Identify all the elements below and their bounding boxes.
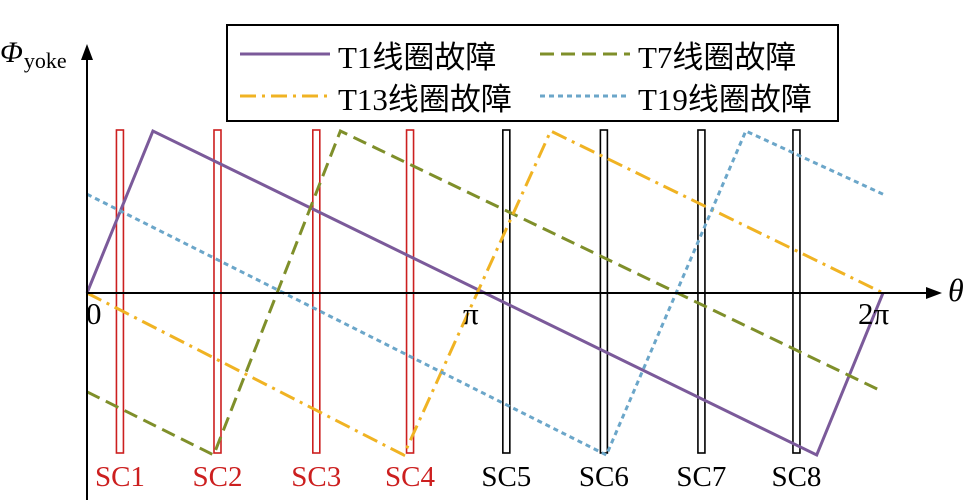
y-axis-label: Φyoke bbox=[0, 36, 67, 73]
sc-marker-sc5 bbox=[502, 129, 511, 454]
legend-label-t7: T7线圈故障 bbox=[638, 39, 797, 75]
sc-label-sc7: SC7 bbox=[676, 461, 727, 493]
y-axis-arrow bbox=[81, 44, 93, 60]
sc-label-sc3: SC3 bbox=[291, 461, 342, 493]
sc-label-sc4: SC4 bbox=[385, 461, 436, 493]
sc-label-sc6: SC6 bbox=[578, 461, 629, 493]
sc-marker-sc7 bbox=[697, 129, 706, 454]
legend-item-t1: T1线圈故障 bbox=[240, 34, 497, 75]
sc-marker-sc2 bbox=[213, 129, 222, 454]
sc-label-sc2: SC2 bbox=[192, 461, 243, 493]
sc-marker-sc6 bbox=[599, 129, 609, 454]
legend-swatch-t19 bbox=[540, 94, 630, 98]
legend-swatch-t13 bbox=[240, 94, 330, 98]
sc-marker-sc8 bbox=[792, 129, 801, 454]
legend-label-t19: T19线圈故障 bbox=[638, 81, 812, 117]
x-tick-label-2pi: 2π bbox=[858, 296, 890, 331]
legend-label-t1: T1线圈故障 bbox=[338, 39, 497, 75]
legend: T1线圈故障 T7线圈故障 T13线圈故障 T19线圈故障 bbox=[226, 24, 839, 122]
x-tick-label-pi: π bbox=[463, 296, 479, 331]
legend-swatch-t7 bbox=[540, 52, 630, 56]
sc-marker-sc1 bbox=[115, 129, 125, 454]
legend-item-t19: T19线圈故障 bbox=[540, 76, 812, 117]
sc-marker-sc3 bbox=[312, 129, 321, 454]
x-axis-label: θ bbox=[948, 272, 964, 308]
legend-label-t13: T13线圈故障 bbox=[338, 81, 512, 117]
y-axis-subscript: yoke bbox=[23, 48, 67, 73]
sc-label-sc1: SC1 bbox=[94, 461, 145, 493]
sc-marker-sc4 bbox=[405, 129, 415, 454]
legend-item-t7: T7线圈故障 bbox=[540, 34, 797, 75]
x-tick-label-0: 0 bbox=[86, 296, 102, 331]
sc-label-sc8: SC8 bbox=[771, 461, 822, 493]
y-axis-symbol: Φ bbox=[0, 36, 23, 69]
legend-item-t13: T13线圈故障 bbox=[240, 76, 512, 117]
sc-label-sc5: SC5 bbox=[481, 461, 532, 493]
legend-swatch-t1 bbox=[240, 52, 330, 56]
x-axis-arrow bbox=[926, 287, 942, 299]
